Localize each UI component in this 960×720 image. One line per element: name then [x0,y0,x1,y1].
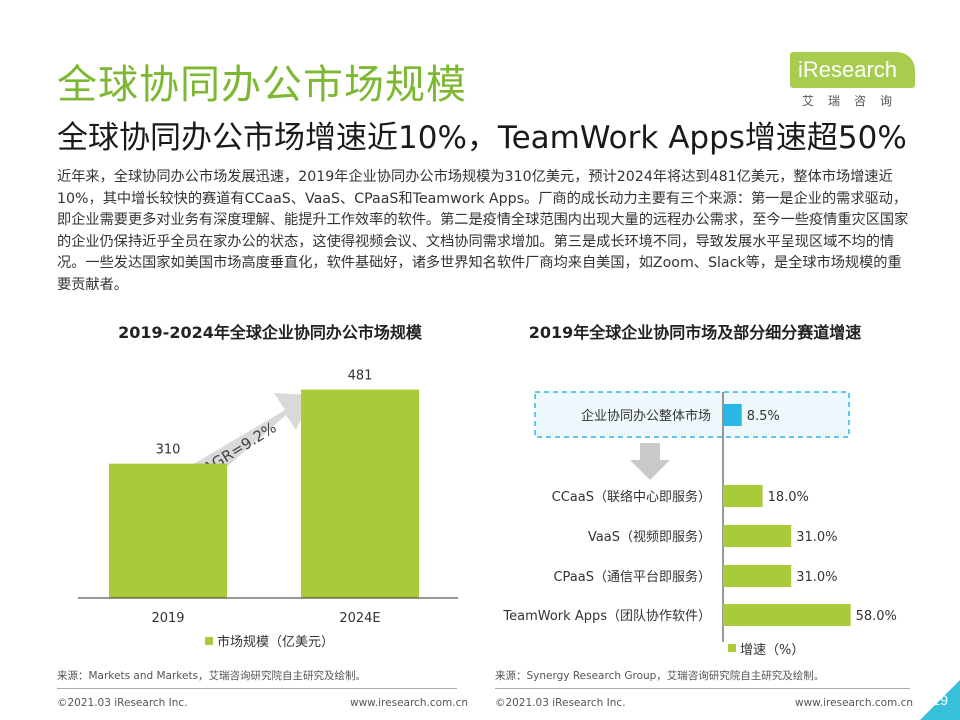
footer-divider-right [495,688,910,689]
bar-value-label: 18.0% [768,490,809,505]
left-chart-title: 2019-2024年全球企业协同办公市场规模 [118,323,422,342]
page-corner-triangle [920,680,960,720]
bar-value-label: 310 [156,443,181,458]
footer-url-left: www.iresearch.com.cn [350,697,469,709]
bar-row-2 [723,525,792,547]
page-number: 19 [932,692,948,708]
category-label: VaaS（视频即服务） [588,529,711,545]
highlight-box [534,391,850,438]
logo-cn: 艾瑞咨询 [802,94,907,108]
bar-row-3 [723,565,792,587]
bar-value-label: 58.0% [856,609,897,624]
right-source: 来源：Synergy Research Group，艾瑞咨询研究院自主研究及绘制… [495,670,825,682]
bar-value-label: 31.0% [796,530,837,545]
bar-value-label: 481 [348,369,373,384]
x-tick-label: 2019 [151,611,184,626]
legend-swatch [205,637,213,645]
bar-value-label: 31.0% [796,570,837,585]
category-label: TeamWork Apps（团队协作软件） [502,609,711,624]
bar-value-label: 8.5% [747,409,780,424]
category-label: CCaaS（联络中心即服务） [552,489,711,505]
footer-url-right: www.iresearch.com.cn [795,697,914,709]
right-legend: 增速（%） [728,643,804,658]
down-arrow-icon [630,443,670,480]
iresearch-logo: iResearch 艾瑞咨询 [790,52,920,112]
page-subtitle: 全球协同办公市场增速近10%，TeamWork Apps增速超50% [57,120,907,156]
left-legend: 市场规模（亿美元） [205,634,334,650]
page-title: 全球协同办公市场规模 [57,62,467,108]
right-chart-title: 2019年全球企业协同市场及部分细分赛道增速 [528,323,862,342]
x-tick-label: 2024E [339,611,380,626]
legend-swatch [728,644,736,652]
footer-copyright-left: ©2021.03 iResearch Inc. [57,697,188,709]
footer-divider-left [57,688,457,689]
intro-paragraph: 近年来，全球协同办公市场发展迅速，2019年企业协同办公市场规模为310亿美元，… [57,169,909,293]
bar-row-4 [723,604,851,626]
bar-2019 [109,463,227,598]
logo-word: iResearch [798,57,898,82]
category-label: 企业协同办公整体市场 [581,408,711,424]
legend-label: 增速（%） [740,643,804,658]
bar-2024E [301,389,419,598]
legend-label: 市场规模（亿美元） [217,634,334,650]
footer-copyright-right: ©2021.03 iResearch Inc. [495,697,626,709]
growth-rate-chart: 8.5% 企业协同办公整体市场 18.0% CCaaS（联络中心即服务） 31.0% Va… [502,391,897,658]
left-source: 来源：Markets and Markets，艾瑞咨询研究院自主研究及绘制。 [57,670,367,682]
logo-badge: iResearch [790,52,915,88]
category-label: CPaaS（通信平台即服务） [553,569,711,585]
bar-row-0 [723,404,742,426]
bar-row-1 [723,485,763,507]
